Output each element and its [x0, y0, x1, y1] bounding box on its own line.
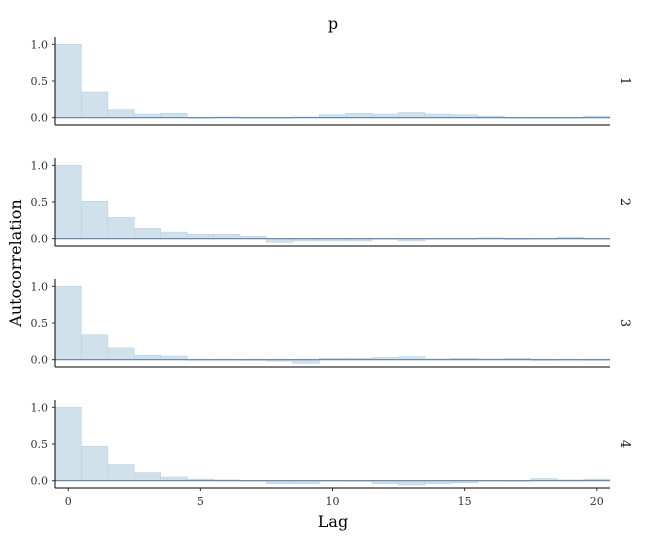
- acf-bar: [81, 445, 109, 481]
- panels-group: 0.00.51.010.00.51.020.00.51.030.00.51.00…: [31, 37, 632, 508]
- x-tick-label: 15: [458, 495, 472, 508]
- y-tick-label: 1.0: [31, 159, 49, 172]
- acf-bar: [107, 347, 135, 360]
- y-tick-label: 0.0: [31, 233, 49, 246]
- x-axis-title: Lag: [318, 512, 348, 531]
- acf-bar: [107, 464, 135, 481]
- chain-strip-label: 1: [617, 77, 632, 85]
- y-tick-label: 1.0: [31, 38, 49, 51]
- panel-chain-1: 0.0 0.5 1.0 1: [31, 37, 632, 126]
- acf-bar: [345, 113, 373, 118]
- chain-strip-label: 4: [617, 440, 632, 448]
- acf-bar: [54, 44, 82, 118]
- acf-bar: [160, 231, 188, 239]
- panel-chain-3: 0.0 0.5 1.0 3: [31, 279, 632, 368]
- y-tick-label: 1.0: [31, 401, 49, 414]
- acf-bar: [213, 234, 241, 239]
- y-tick-label: 0.0: [31, 354, 49, 367]
- y-tick-label: 0.5: [31, 75, 49, 88]
- chain-strip-label: 3: [617, 319, 632, 327]
- acf-bar: [107, 109, 135, 118]
- y-tick-label: 0.5: [31, 196, 49, 209]
- acf-bar: [134, 355, 161, 360]
- acf-bar: [160, 113, 188, 118]
- acf-bar: [54, 407, 82, 481]
- x-tick-label: 5: [197, 495, 204, 508]
- acf-bar: [107, 217, 135, 239]
- acf-bar: [134, 228, 161, 239]
- acf-bar: [398, 480, 426, 486]
- y-tick-label: 0.0: [31, 475, 49, 488]
- y-tick-label: 0.5: [31, 317, 49, 330]
- y-tick-label: 0.5: [31, 438, 49, 451]
- panel-chain-4: 0.0 0.5 1.0 0 5 10 15 20 4: [31, 400, 632, 508]
- y-axis-title: Autocorrelation: [6, 199, 25, 327]
- y-tick-label: 1.0: [31, 280, 49, 293]
- x-tick-label: 0: [65, 495, 72, 508]
- acf-bar: [81, 334, 109, 360]
- chain-strip-label: 2: [617, 198, 632, 206]
- acf-bar: [134, 472, 161, 481]
- x-tick-label: 20: [590, 495, 604, 508]
- panel-chain-2: 0.0 0.5 1.0 2: [31, 158, 632, 247]
- acf-bar: [398, 112, 426, 118]
- y-tick-label: 0.0: [31, 112, 49, 125]
- acf-bar: [54, 165, 82, 239]
- facet-title: p: [328, 14, 338, 33]
- x-tick-label: 10: [326, 495, 340, 508]
- acf-bar: [186, 234, 214, 239]
- acf-bar: [54, 286, 82, 360]
- acf-bar: [81, 91, 109, 118]
- acf-bar: [81, 201, 109, 239]
